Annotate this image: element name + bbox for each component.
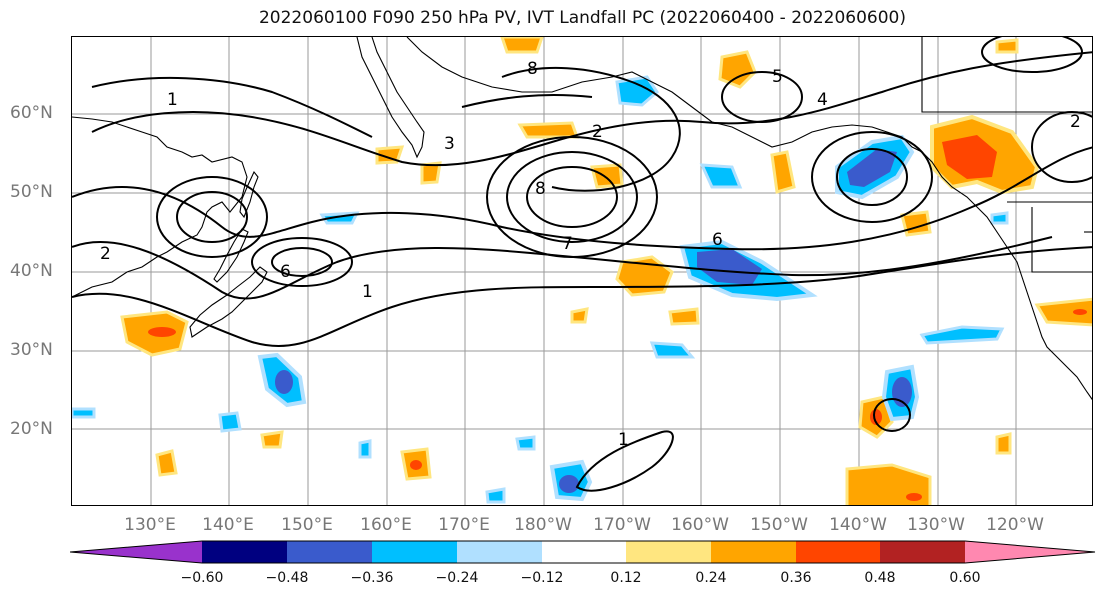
colorbar-segment-3 xyxy=(372,541,457,563)
contour-label-7: 7 xyxy=(562,234,573,254)
colorbar-tick-2: −0.36 xyxy=(350,570,394,586)
colorbar-tick-8: 0.48 xyxy=(864,570,896,586)
colorbar-outline xyxy=(70,540,1096,564)
map-panel: 1 2 3 4 5 6 7 8 1 1 2 2 6 8 xyxy=(71,36,1093,506)
lon-label-170e: 170°E xyxy=(438,515,490,535)
colorbar-tick-7: 0.36 xyxy=(780,570,812,586)
colorbar-segment-10 xyxy=(965,541,1095,563)
contour-label-8: 8 xyxy=(535,179,546,199)
colorbar-segment-9 xyxy=(880,541,965,563)
colorbar-segment-5 xyxy=(542,541,626,563)
contour-label-6b: 6 xyxy=(280,262,291,282)
lon-label-130e: 130°E xyxy=(124,515,176,535)
lon-label-150e: 150°E xyxy=(281,515,333,535)
graticule xyxy=(72,37,1092,505)
colorbar-segment-8 xyxy=(796,541,880,563)
lon-label-160e: 160°E xyxy=(360,515,412,535)
coastlines xyxy=(72,37,1092,401)
contour-label-1: 1 xyxy=(167,90,178,110)
lon-label-160w: 160°W xyxy=(671,515,729,535)
lon-label-150w: 150°W xyxy=(750,515,808,535)
colorbar-tick-4: −0.12 xyxy=(520,570,564,586)
negative-ivt-anomalies xyxy=(72,75,1009,504)
lat-label-30n: 30°N xyxy=(10,340,53,360)
lon-label-170w: 170°W xyxy=(593,515,651,535)
lon-label-140e: 140°E xyxy=(202,515,254,535)
colorbar-tick-1: −0.48 xyxy=(265,570,309,586)
contour-label-3: 3 xyxy=(444,134,455,154)
colorbar-tick-6: 0.24 xyxy=(695,570,727,586)
contour-label-2c: 2 xyxy=(1070,112,1081,132)
lon-label-140w: 140°W xyxy=(829,515,887,535)
colorbar-segment-1 xyxy=(202,541,287,563)
colorbar-segment-7 xyxy=(711,541,796,563)
colorbar-tick-5: 0.12 xyxy=(610,570,642,586)
lat-label-20n: 20°N xyxy=(10,419,53,439)
lon-label-130w: 130°W xyxy=(907,515,965,535)
colorbar-segment-0 xyxy=(70,541,202,563)
colorbar xyxy=(70,540,1096,564)
contour-label-2: 2 xyxy=(100,244,111,264)
lat-label-60n: 60°N xyxy=(10,103,53,123)
colorbar-segment-2 xyxy=(287,541,372,563)
colorbar-segment-4 xyxy=(457,541,542,563)
lon-label-180w: 180°W xyxy=(514,515,572,535)
contour-label-4: 4 xyxy=(817,90,828,110)
colorbar-segment-6 xyxy=(626,541,711,563)
contour-label-8b: 8 xyxy=(527,59,538,79)
contour-label-2b: 2 xyxy=(592,122,603,142)
lat-label-40n: 40°N xyxy=(10,261,53,281)
lon-label-120w: 120°W xyxy=(986,515,1044,535)
contour-label-1c: 1 xyxy=(618,430,629,450)
pv-contours xyxy=(72,37,1092,492)
colorbar-tick-0: −0.60 xyxy=(180,570,224,586)
contour-labels: 1 2 3 4 5 6 7 8 1 1 2 2 6 8 xyxy=(100,59,1081,450)
colorbar-tick-9: 0.60 xyxy=(949,570,981,586)
positive-ivt-anomalies xyxy=(120,37,1092,505)
contour-label-6: 6 xyxy=(712,230,723,250)
map-title: 2022060100 F090 250 hPa PV, IVT Landfall… xyxy=(258,8,906,28)
contour-label-5: 5 xyxy=(772,67,783,87)
colorbar-tick-3: −0.24 xyxy=(435,570,479,586)
contour-label-1b: 1 xyxy=(362,282,373,302)
map-canvas: 1 2 3 4 5 6 7 8 1 1 2 2 6 8 xyxy=(72,37,1092,505)
lat-label-50n: 50°N xyxy=(10,182,53,202)
